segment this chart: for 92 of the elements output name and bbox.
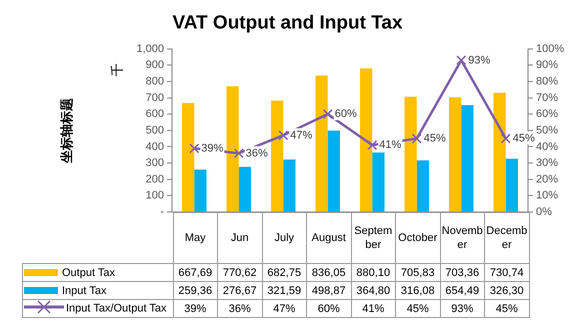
bar bbox=[494, 92, 506, 212]
point bbox=[412, 134, 422, 144]
x-tick-label: May bbox=[173, 212, 218, 264]
data-label: 836,05 bbox=[306, 264, 351, 282]
data-label: 36% bbox=[218, 300, 262, 318]
data-label: 654,49 bbox=[440, 282, 484, 300]
data-label: 45% bbox=[484, 300, 529, 318]
data-label: 45% bbox=[396, 300, 440, 318]
bar bbox=[182, 103, 194, 212]
bar bbox=[461, 105, 474, 212]
y2-tick-label: 100% bbox=[536, 42, 564, 55]
y-tick-label: 900 bbox=[146, 59, 164, 72]
point bbox=[367, 140, 378, 150]
y2-tick-label: 30% bbox=[536, 157, 558, 170]
point bbox=[456, 55, 466, 66]
bar bbox=[372, 152, 384, 212]
y2-tick-label: 90% bbox=[536, 59, 558, 72]
bar bbox=[194, 170, 206, 212]
text: 45% bbox=[512, 132, 535, 145]
data-label: 39% bbox=[173, 300, 218, 318]
data-label: 770,62 bbox=[218, 264, 262, 282]
data-label: 498,87 bbox=[306, 282, 351, 300]
x-tick-label: Jun bbox=[218, 212, 262, 264]
y2-tick-label: 70% bbox=[536, 92, 558, 104]
point bbox=[278, 130, 288, 140]
text: 93% bbox=[468, 54, 490, 66]
y-tick-label: 600 bbox=[146, 108, 164, 120]
bar bbox=[449, 97, 462, 212]
data-label: 326,30 bbox=[484, 282, 529, 300]
legend-label: Input Tax/Output Tax bbox=[22, 300, 173, 318]
data-label: 880,10 bbox=[351, 264, 396, 282]
y2-tick-label: 20% bbox=[536, 173, 558, 186]
x-tick-label: November bbox=[440, 212, 484, 264]
bar bbox=[404, 96, 417, 212]
bar bbox=[316, 76, 328, 212]
y-tick-label: - bbox=[160, 206, 164, 218]
point bbox=[322, 109, 333, 120]
point bbox=[189, 143, 200, 154]
data-label: 321,59 bbox=[262, 282, 306, 300]
y2-tick-label: 0% bbox=[536, 206, 552, 218]
y2-tick-label: 60% bbox=[536, 108, 558, 120]
y2-tick-label: 10% bbox=[536, 190, 558, 202]
bar bbox=[283, 160, 296, 212]
data-label: 667,69 bbox=[173, 264, 218, 282]
x-tick-label: August bbox=[306, 212, 351, 264]
y-tick-label: 200 bbox=[146, 173, 164, 186]
data-label: 316,08 bbox=[396, 282, 440, 300]
bar bbox=[360, 68, 372, 212]
data-label: 705,83 bbox=[396, 264, 440, 282]
data-label: 41% bbox=[351, 300, 396, 318]
y-tick-label: 100 bbox=[146, 190, 164, 202]
text: 36% bbox=[246, 147, 268, 160]
y-tick-label: 300 bbox=[146, 157, 164, 170]
x-tick-label: December bbox=[484, 212, 529, 264]
bar bbox=[328, 130, 340, 212]
bar bbox=[238, 166, 251, 212]
text: 60% bbox=[334, 108, 357, 120]
bar bbox=[226, 86, 239, 212]
data-label: 60% bbox=[306, 300, 351, 318]
text: 47% bbox=[290, 129, 312, 142]
text: 45% bbox=[424, 132, 446, 145]
bar bbox=[416, 160, 429, 212]
data-label: 93% bbox=[440, 300, 484, 318]
y2-tick-label: 50% bbox=[536, 124, 558, 136]
bar bbox=[506, 158, 518, 212]
y-tick-label: 800 bbox=[146, 75, 164, 88]
y-tick-label: 1,000 bbox=[136, 42, 164, 55]
y-tick-label: 500 bbox=[146, 124, 164, 136]
text: 41% bbox=[379, 139, 402, 152]
y-tick-label: 400 bbox=[146, 140, 164, 153]
x-tick-label: July bbox=[262, 212, 306, 264]
x-tick-label: October bbox=[396, 212, 440, 264]
y2-tick-label: 80% bbox=[536, 75, 558, 88]
data-label: 703,36 bbox=[440, 264, 484, 282]
bar bbox=[271, 100, 284, 212]
data-label: 730,74 bbox=[484, 264, 529, 282]
y2-tick-label: 40% bbox=[536, 140, 558, 153]
data-label: 364,80 bbox=[351, 282, 396, 300]
legend-label: Input Tax bbox=[22, 282, 173, 300]
legend-label: Output Tax bbox=[22, 264, 173, 282]
chart-title: VAT Output and Input Tax bbox=[172, 12, 403, 34]
data-label: 259,36 bbox=[173, 282, 218, 300]
point bbox=[234, 148, 244, 158]
text: 39% bbox=[201, 142, 224, 154]
data-label: 682,75 bbox=[262, 264, 306, 282]
y-axis-title: 坐标轴标题 bbox=[59, 98, 76, 164]
text: 千 bbox=[110, 64, 126, 76]
y-tick-label: 700 bbox=[146, 92, 164, 104]
data-label: 276,67 bbox=[218, 282, 262, 300]
x-tick-label: September bbox=[351, 212, 396, 264]
point bbox=[500, 134, 511, 144]
data-label: 47% bbox=[262, 300, 306, 318]
